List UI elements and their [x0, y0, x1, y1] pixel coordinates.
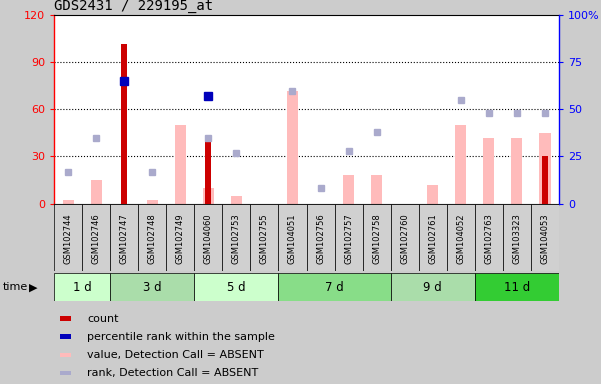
Text: ▶: ▶	[29, 282, 37, 292]
Bar	[91, 180, 102, 204]
Text: value, Detection Call = ABSENT: value, Detection Call = ABSENT	[87, 350, 264, 360]
Bar	[175, 125, 186, 204]
Text: rank, Detection Call = ABSENT: rank, Detection Call = ABSENT	[87, 368, 258, 378]
Text: GSM104051: GSM104051	[288, 214, 297, 264]
Bar	[391, 204, 419, 271]
Bar	[203, 188, 214, 204]
Bar	[138, 204, 166, 271]
Text: GSM102758: GSM102758	[372, 214, 381, 264]
Text: 1 d: 1 d	[73, 281, 91, 293]
Bar	[194, 273, 278, 301]
Bar	[54, 204, 82, 271]
Text: GSM102756: GSM102756	[316, 214, 325, 264]
Bar	[335, 204, 362, 271]
Text: count: count	[87, 314, 118, 324]
Bar	[206, 141, 212, 204]
Text: GSM102760: GSM102760	[400, 214, 409, 264]
Bar	[110, 204, 138, 271]
Bar	[455, 125, 466, 204]
Bar	[110, 273, 194, 301]
Text: GSM104060: GSM104060	[204, 214, 213, 264]
Text: GSM102757: GSM102757	[344, 214, 353, 264]
Text: 5 d: 5 d	[227, 281, 246, 293]
Text: GSM103323: GSM103323	[513, 214, 521, 265]
Bar	[54, 273, 110, 301]
Text: GDS2431 / 229195_at: GDS2431 / 229195_at	[54, 0, 213, 13]
Text: percentile rank within the sample: percentile rank within the sample	[87, 332, 275, 342]
Text: GSM102763: GSM102763	[484, 214, 493, 265]
Bar	[531, 204, 559, 271]
Text: GSM102749: GSM102749	[176, 214, 185, 264]
Bar	[166, 204, 194, 271]
Text: 7 d: 7 d	[325, 281, 344, 293]
Bar	[251, 204, 278, 271]
Text: GSM104052: GSM104052	[456, 214, 465, 264]
Bar	[194, 204, 222, 271]
Text: 9 d: 9 d	[423, 281, 442, 293]
Bar	[307, 204, 335, 271]
Bar	[82, 204, 110, 271]
Bar	[511, 138, 522, 204]
Text: GSM102761: GSM102761	[429, 214, 437, 264]
Bar	[542, 157, 548, 204]
Text: GSM102748: GSM102748	[148, 214, 157, 264]
Bar	[419, 204, 447, 271]
Text: GSM104053: GSM104053	[540, 214, 549, 264]
Bar	[391, 273, 475, 301]
Bar	[371, 175, 382, 204]
Bar	[503, 204, 531, 271]
Text: GSM102755: GSM102755	[260, 214, 269, 264]
Bar	[475, 273, 559, 301]
Text: GSM102746: GSM102746	[92, 214, 100, 264]
Text: GSM102753: GSM102753	[232, 214, 241, 264]
Text: GSM102744: GSM102744	[64, 214, 73, 264]
Bar	[475, 204, 503, 271]
Bar	[362, 204, 391, 271]
Bar	[539, 133, 551, 204]
Bar	[278, 204, 307, 271]
Text: GSM102747: GSM102747	[120, 214, 129, 264]
Bar	[287, 91, 298, 204]
Text: 3 d: 3 d	[143, 281, 162, 293]
Bar	[231, 196, 242, 204]
Bar	[343, 175, 354, 204]
Bar	[427, 185, 438, 204]
Bar	[222, 204, 251, 271]
Bar	[121, 44, 127, 204]
Bar	[447, 204, 475, 271]
Text: time: time	[3, 282, 28, 292]
Bar	[63, 200, 74, 204]
Text: 11 d: 11 d	[504, 281, 530, 293]
Bar	[278, 273, 391, 301]
Bar	[147, 200, 158, 204]
Bar	[483, 138, 495, 204]
